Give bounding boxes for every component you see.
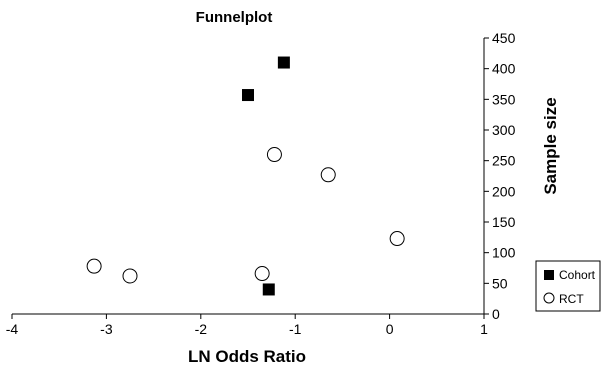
- x-tick-label: 1: [480, 321, 488, 337]
- data-point-cohort: [242, 89, 254, 102]
- data-point-cohort: [262, 283, 275, 296]
- legend: Cohort RCT: [535, 260, 601, 312]
- data-point-rct: [254, 266, 270, 282]
- data-point-rct: [266, 147, 282, 163]
- y-tick-label: 300: [492, 122, 516, 138]
- y-tick-label: 150: [492, 214, 516, 230]
- data-point-rct: [389, 231, 405, 247]
- legend-rct-label: RCT: [559, 292, 584, 306]
- data-point-cohort: [277, 56, 290, 69]
- x-tick-label: -4: [6, 321, 19, 337]
- x-tick-label: -1: [289, 321, 302, 337]
- x-tick-label: -2: [195, 321, 208, 337]
- x-axis-label: LN Odds Ratio: [188, 347, 306, 366]
- y-tick-label: 450: [492, 30, 516, 46]
- y-tick-label: 400: [492, 61, 516, 77]
- y-tick-label: 0: [492, 306, 500, 322]
- y-tick-label: 50: [492, 275, 508, 291]
- legend-cohort-marker: [544, 270, 554, 280]
- data-point-rct: [86, 258, 102, 274]
- legend-cohort-label: Cohort: [559, 268, 596, 282]
- x-axis-ticks: -4 -3 -2 -1 0 1: [6, 314, 488, 337]
- data-point-rct: [320, 167, 336, 183]
- x-tick-label: 0: [386, 321, 394, 337]
- plot-area: [86, 56, 405, 296]
- y-tick-label: 200: [492, 183, 516, 199]
- y-axis-ticks: 0 50 100 150 200 250 300 350 400 450: [484, 30, 516, 322]
- data-point-rct: [122, 268, 138, 284]
- y-axis-label: Sample size: [541, 97, 560, 194]
- chart-title: Funnelplot: [196, 9, 273, 26]
- legend-rct-marker: [543, 292, 555, 304]
- y-tick-label: 250: [492, 153, 516, 169]
- y-tick-label: 350: [492, 91, 516, 107]
- x-tick-label: -3: [100, 321, 113, 337]
- y-tick-label: 100: [492, 245, 516, 261]
